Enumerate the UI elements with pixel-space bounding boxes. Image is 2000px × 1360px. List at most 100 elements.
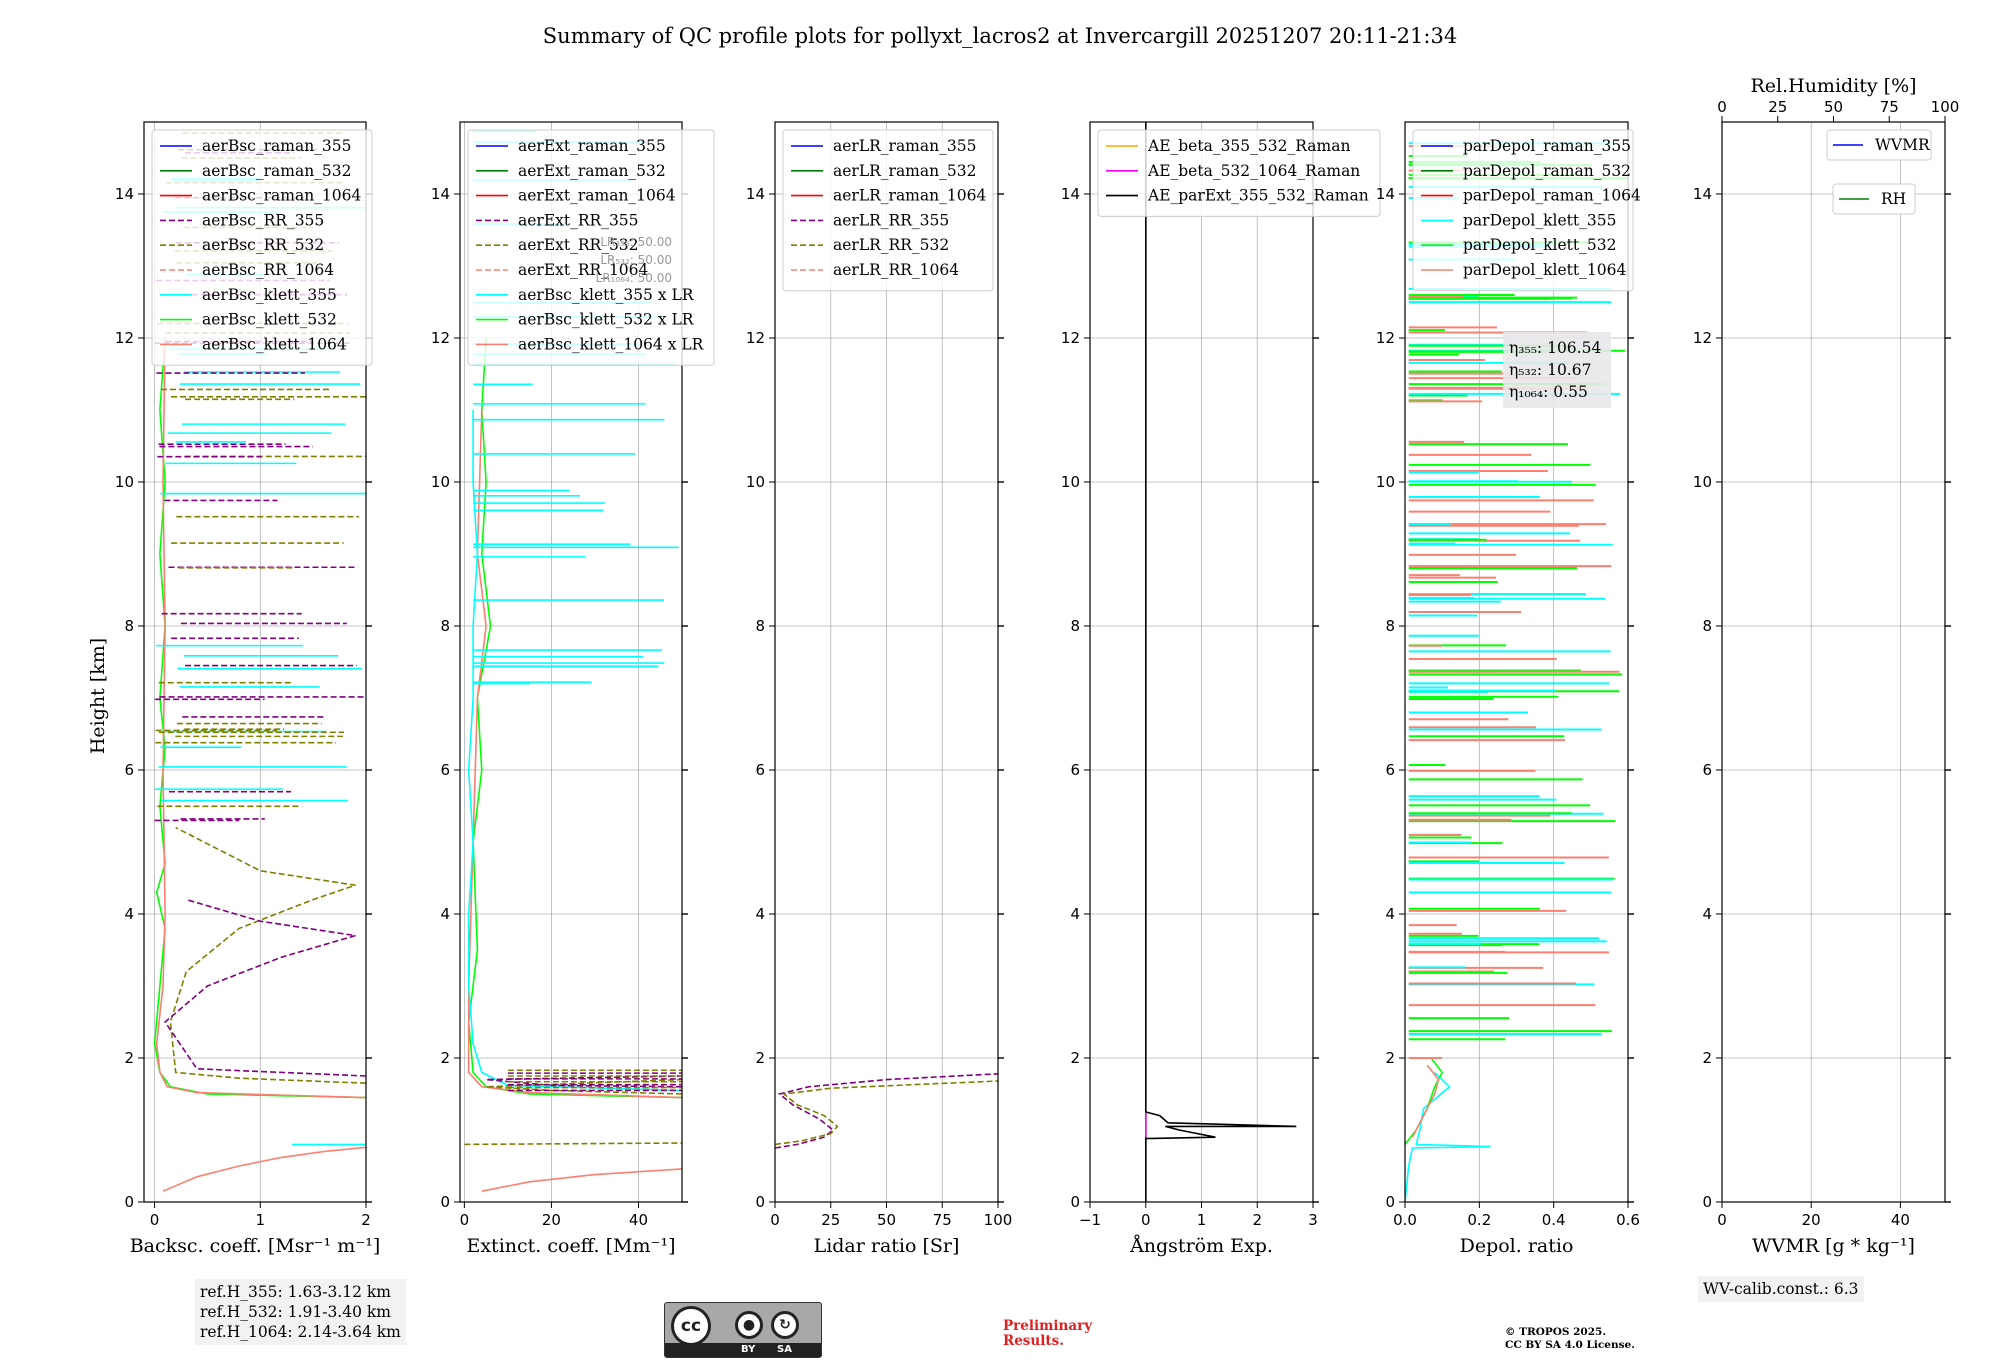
y-tick-label: 6 bbox=[1070, 761, 1080, 779]
series-pardepol-klett-355-low bbox=[1405, 1071, 1491, 1202]
y-tick-label: 6 bbox=[1702, 761, 1712, 779]
y-tick-label: 10 bbox=[115, 473, 134, 491]
x-tick-label: −1 bbox=[1079, 1211, 1101, 1229]
legend-label: parDepol_klett_532 bbox=[1463, 236, 1616, 254]
y-tick-label: 0 bbox=[440, 1193, 450, 1211]
y-tick-label: 8 bbox=[1702, 617, 1712, 635]
panel-lidar-ratio: 0 25 50 75 100 0 2 4 6 8 10 12 14 Lidar ratio [Sr] aer… bbox=[746, 121, 1013, 1257]
x-tick-label: 40 bbox=[629, 1211, 648, 1229]
x-tick-label: 0.2 bbox=[1467, 1211, 1491, 1229]
y-tick-label: 8 bbox=[755, 617, 765, 635]
x-tick-label: 75 bbox=[933, 1211, 952, 1229]
x2-tick-label: 50 bbox=[1824, 98, 1843, 116]
y-tick-label: 2 bbox=[124, 1049, 134, 1067]
series-group bbox=[775, 1073, 998, 1149]
legend-label: parDepol_klett_1064 bbox=[1463, 261, 1626, 279]
legend-label: aerBsc_klett_532 x LR bbox=[518, 311, 695, 329]
x-tick-label: 20 bbox=[1802, 1211, 1821, 1229]
legend-label: aerBsc_klett_355 x LR bbox=[518, 286, 695, 304]
series-aerlr-rr-355 bbox=[775, 1073, 998, 1149]
y-tick-label: 2 bbox=[755, 1049, 765, 1067]
legend-label: AE_parExt_355_532_Raman bbox=[1147, 187, 1369, 205]
copyright-note: © TROPOS 2025. CC BY SA 4.0 License. bbox=[1505, 1326, 1635, 1352]
y-tick-label: 2 bbox=[1385, 1049, 1395, 1067]
series-aerbsc-klett-1064-layer bbox=[155, 337, 366, 1099]
axes-frame bbox=[143, 121, 367, 1203]
y-tick-label: 4 bbox=[440, 905, 450, 923]
series-aerbsc-rr-355 bbox=[164, 898, 366, 1077]
x-tick-label: 100 bbox=[984, 1211, 1013, 1229]
x-tick-label: 0.4 bbox=[1542, 1211, 1566, 1229]
x-tick-label: 0 bbox=[770, 1211, 780, 1229]
y-tick-label: 10 bbox=[1061, 473, 1080, 491]
y-tick-label: 4 bbox=[1070, 905, 1080, 923]
series-aerbsc-klett-1064-x-lr-layer bbox=[467, 409, 682, 1099]
x-tick-label: 40 bbox=[1891, 1211, 1910, 1229]
preliminary-results-note: Preliminary Results. bbox=[1003, 1319, 1092, 1349]
attribution-icon: ● bbox=[735, 1311, 763, 1339]
y-axis-label: Height [km] bbox=[87, 638, 109, 754]
y-tick-label: 6 bbox=[1385, 761, 1395, 779]
reference-heights-box: ref.H_355: 1.63-3.12 km ref.H_532: 1.91-… bbox=[195, 1279, 406, 1345]
x-tick-label: 20 bbox=[542, 1211, 561, 1229]
y-tick-label: 12 bbox=[115, 329, 134, 347]
preliminary-line-2: Results. bbox=[1003, 1333, 1064, 1349]
legend-label: aerLR_raman_532 bbox=[833, 162, 976, 180]
x-tick-label: 2 bbox=[1252, 1211, 1262, 1229]
eta-label: η₅₃₂: 10.67 bbox=[1509, 361, 1591, 379]
y-tick-label: 8 bbox=[1070, 617, 1080, 635]
x2-axis-label: Rel.Humidity [%] bbox=[1750, 75, 1916, 97]
legend-label: aerExt_raman_532 bbox=[518, 162, 666, 180]
legend-box bbox=[467, 129, 715, 366]
legend-box bbox=[782, 129, 994, 292]
legend-label: aerBsc_RR_532 bbox=[202, 236, 324, 254]
lidar-ratio-label: LR₃₅₅: 50.00 bbox=[600, 235, 672, 249]
legend-box bbox=[1097, 129, 1381, 217]
legend-label: aerBsc_klett_1064 bbox=[202, 335, 347, 353]
legend-label: aerLR_RR_355 bbox=[833, 211, 949, 229]
axes-frame bbox=[459, 121, 683, 1203]
x-tick-label: 1 bbox=[1197, 1211, 1207, 1229]
x-axis-label: Backsc. coeff. [Msr⁻¹ m⁻¹] bbox=[130, 1235, 381, 1257]
x-axis-label: Lidar ratio [Sr] bbox=[814, 1235, 960, 1257]
legend-label: aerBsc_RR_1064 bbox=[202, 261, 334, 279]
y-tick-label: 6 bbox=[124, 761, 134, 779]
cc-license-badge: cc ● ↻ BY SA bbox=[664, 1302, 822, 1358]
y-tick-label: 8 bbox=[1385, 617, 1395, 635]
axes-frame bbox=[1404, 121, 1629, 1203]
y-tick-label: 0 bbox=[1702, 1193, 1712, 1211]
y-tick-label: 10 bbox=[1693, 473, 1712, 491]
cc-icon: cc bbox=[671, 1306, 711, 1346]
y-tick-label: 4 bbox=[1702, 905, 1712, 923]
wv-calibration-box: WV-calib.const.: 6.3 bbox=[1698, 1276, 1864, 1302]
axes-frame bbox=[1721, 121, 1946, 1203]
badge-by: BY bbox=[741, 1344, 756, 1355]
legend-box bbox=[1412, 129, 1634, 292]
legend-box bbox=[1832, 183, 1916, 215]
legend-label: aerBsc_raman_532 bbox=[202, 162, 352, 180]
figure-title: Summary of QC profile plots for pollyxt_… bbox=[543, 24, 1457, 48]
legend-label: aerExt_RR_532 bbox=[518, 236, 639, 254]
x-tick-label: 0 bbox=[460, 1211, 470, 1229]
y-tick-label: 12 bbox=[1061, 329, 1080, 347]
eta-box bbox=[1503, 332, 1611, 408]
legend-label: aerLR_raman_1064 bbox=[833, 187, 986, 205]
y-tick-label: 14 bbox=[1376, 185, 1395, 203]
y-tick-label: 4 bbox=[1385, 905, 1395, 923]
series-aerext-rr-532 bbox=[486, 1078, 682, 1095]
y-tick-label: 14 bbox=[115, 185, 134, 203]
legend-label: aerExt_raman_355 bbox=[518, 137, 666, 155]
legend-label: aerLR_raman_355 bbox=[833, 137, 976, 155]
legend-label: aerBsc_RR_355 bbox=[202, 211, 324, 229]
x-tick-label: 1 bbox=[256, 1211, 266, 1229]
panel-water-vapor: 0 20 40 0 2 4 6 8 10 12 14 WVMR [g * kg⁻¹] 0 25 50 75 10… bbox=[1693, 75, 1959, 1257]
panel-extinction: 0 20 40 0 2 4 6 8 10 12 14 Extinct. coeff. [Mm⁻¹] ae… bbox=[431, 121, 715, 1257]
copyright-line-2: CC BY SA 4.0 License. bbox=[1505, 1339, 1635, 1351]
eta-label: η₁₀₆₄: 0.55 bbox=[1509, 383, 1588, 401]
series-aerext-rr-532-low bbox=[464, 1142, 682, 1146]
y-tick-label: 10 bbox=[431, 473, 450, 491]
y-tick-label: 8 bbox=[124, 617, 134, 635]
